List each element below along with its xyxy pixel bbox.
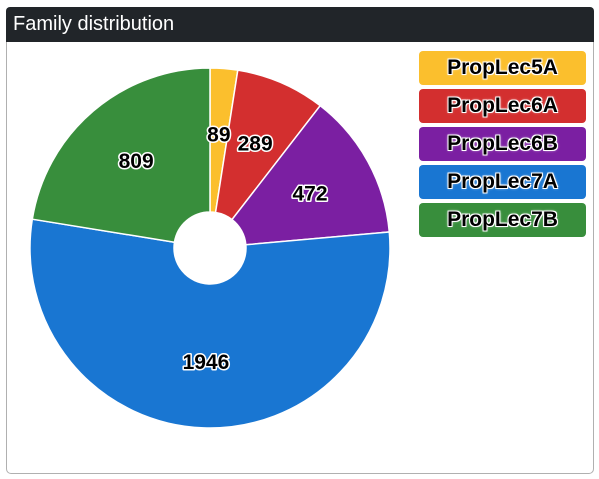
pie-slice-proplec6a[interactable] — [214, 69, 322, 221]
legend-label: PropLec7B — [447, 208, 558, 231]
panel-title: Family distribution — [13, 13, 175, 35]
slice-value-label: 1946 — [183, 351, 230, 374]
slice-value-label: 289 — [238, 132, 273, 155]
legend-item-proplec7b[interactable]: PropLec7B — [419, 203, 586, 237]
legend-item-proplec6a[interactable]: PropLec6A — [419, 89, 586, 123]
pie-slice-proplec7b[interactable] — [31, 67, 211, 244]
legend-item-proplec5a[interactable]: PropLec5A — [419, 51, 586, 85]
legend-item-proplec6b[interactable]: PropLec6B — [419, 127, 586, 161]
slice-value-label: 472 — [292, 182, 327, 205]
legend: PropLec5A PropLec6A PropLec6B PropLec7A Prop… — [419, 51, 586, 241]
pie-slice-proplec6b[interactable] — [230, 104, 391, 246]
legend-label: PropLec7A — [447, 170, 558, 193]
slice-value-label: 89 — [207, 123, 230, 146]
panel-header: Family distribution — [6, 7, 594, 42]
legend-label: PropLec6A — [447, 94, 558, 117]
legend-label: PropLec5A — [447, 56, 558, 79]
legend-label: PropLec6B — [447, 132, 558, 155]
pie-slice-proplec7a[interactable] — [29, 218, 391, 429]
legend-item-proplec7a[interactable]: PropLec7A — [419, 165, 586, 199]
slice-value-label: 809 — [119, 150, 154, 173]
